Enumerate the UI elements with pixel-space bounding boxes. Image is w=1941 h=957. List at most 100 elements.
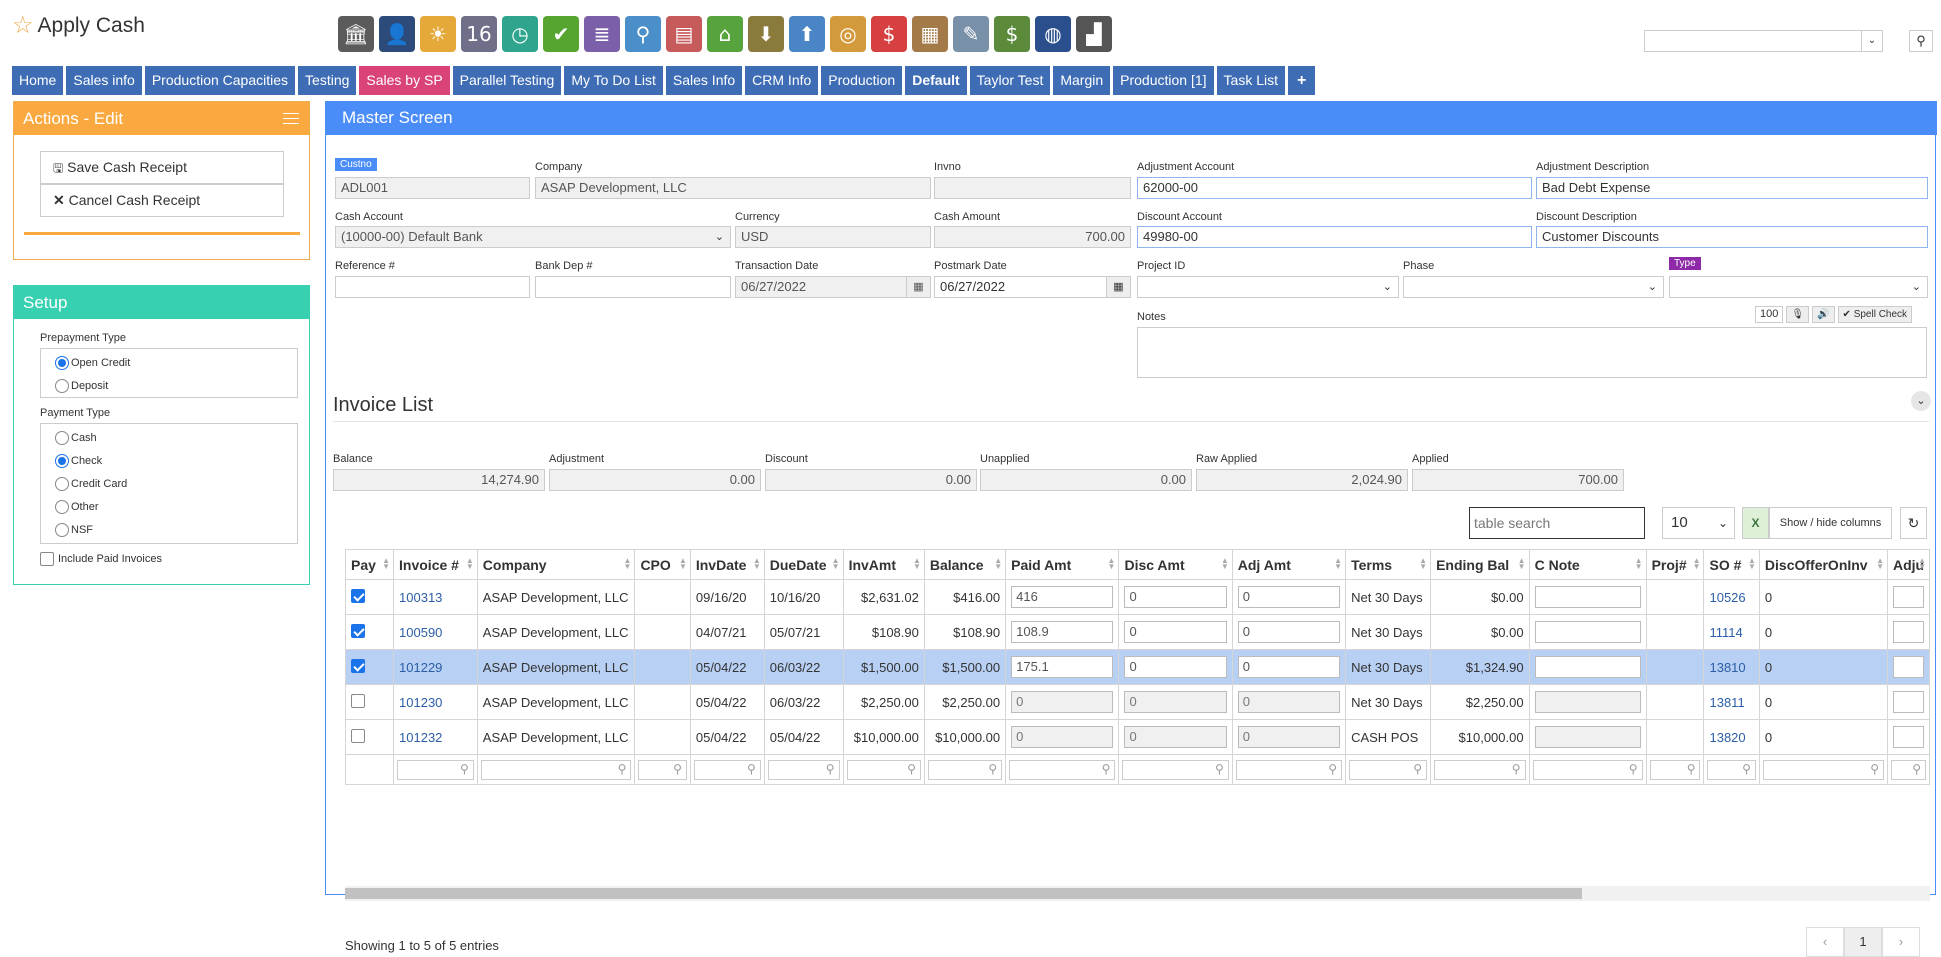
weather-icon[interactable]: ☀ (420, 16, 456, 52)
column-header-invoice[interactable]: Invoice # ▲ ▼ (393, 549, 478, 580)
payment-type-radio[interactable] (55, 476, 69, 491)
invoice-link[interactable]: 101232 (399, 729, 443, 745)
discount-description-field[interactable]: Customer Discounts (1536, 226, 1928, 248)
column-filter-input[interactable] (693, 759, 761, 780)
column-filter-input[interactable] (1434, 759, 1526, 780)
adjustment-input[interactable] (1893, 586, 1924, 608)
so-link[interactable]: 11114 (1709, 624, 1743, 640)
user-icon[interactable]: 👤 (379, 16, 415, 52)
c-note-input[interactable] (1534, 691, 1641, 713)
adjustment-description-field[interactable]: Bad Debt Expense (1536, 177, 1928, 199)
column-header-adj-amt[interactable]: Adj Amt ▲ ▼ (1231, 549, 1347, 580)
column-filter-input[interactable] (480, 759, 632, 780)
scrollbar-thumb[interactable] (345, 888, 1582, 899)
global-search-input[interactable] (1644, 30, 1862, 52)
bank-dep-field[interactable] (535, 276, 731, 298)
menu-icon[interactable] (283, 113, 299, 124)
column-header-proj[interactable]: Proj# ▲ ▼ (1645, 549, 1705, 580)
paid-amt-input[interactable]: 175.1 (1011, 656, 1114, 678)
tab-home[interactable]: Home (12, 66, 64, 95)
column-filter-input[interactable] (1649, 759, 1701, 780)
list-icon[interactable]: ≣ (584, 16, 620, 52)
page-button[interactable]: 1 (1844, 927, 1882, 957)
adjustment-input[interactable] (1893, 691, 1924, 713)
tab-production-1[interactable]: Production [1] (1113, 66, 1214, 95)
so-link[interactable]: 10526 (1709, 589, 1746, 605)
column-header-invdate[interactable]: InvDate ▲ ▼ (689, 549, 765, 580)
project-id-select[interactable]: ⌄ (1137, 276, 1399, 298)
custno-field[interactable]: ADL001 (335, 177, 530, 199)
phase-select[interactable]: ⌄ (1403, 276, 1664, 298)
invno-field[interactable] (934, 177, 1131, 199)
star-icon[interactable]: ☆ (12, 12, 34, 39)
microphone-icon[interactable]: 🎙 (1786, 306, 1810, 323)
paid-amt-input[interactable]: 0 (1011, 691, 1114, 713)
column-header-balance[interactable]: Balance ▲ ▼ (923, 549, 1007, 580)
excel-export-icon[interactable]: X (1742, 507, 1769, 539)
column-filter-input[interactable] (1762, 759, 1884, 780)
calendar-icon[interactable]: ▦ (906, 277, 930, 297)
cash-account-select[interactable]: (10000-00) Default Bank ⌄ (335, 226, 731, 248)
column-header-adju[interactable]: Adju ▲ ▼ (1887, 549, 1930, 580)
column-filter-input[interactable] (1707, 759, 1756, 780)
reference-field[interactable] (335, 276, 530, 298)
invoice-link[interactable]: 101229 (399, 659, 443, 675)
next-page-button[interactable]: › (1882, 927, 1920, 957)
tab-crm-info[interactable]: CRM Info (745, 66, 819, 95)
adjustment-account-field[interactable]: 62000-00 (1137, 177, 1532, 199)
disc-amt-input[interactable]: 0 (1124, 726, 1227, 748)
paid-amt-input[interactable]: 108.9 (1011, 621, 1114, 643)
disc-amt-input[interactable]: 0 (1124, 691, 1227, 713)
disc-amt-input[interactable]: 0 (1124, 621, 1227, 643)
notes-textarea[interactable] (1137, 327, 1927, 378)
table-row[interactable]: 101232 ASAP Development, LLC 05/04/22 05/04… (344, 719, 1930, 755)
payment-type-radio[interactable] (55, 453, 69, 468)
adjustment-input[interactable] (1893, 621, 1924, 643)
adj-amt-input[interactable]: 0 (1237, 691, 1341, 713)
pay-checkbox[interactable] (351, 658, 365, 673)
column-header-terms[interactable]: Terms ▲ ▼ (1345, 549, 1432, 580)
bank-icon[interactable]: 🏛 (338, 16, 374, 52)
clock-icon[interactable]: ◷ (502, 16, 538, 52)
adj-amt-input[interactable]: 0 (1237, 726, 1341, 748)
column-header-invamt[interactable]: InvAmt ▲ ▼ (842, 549, 925, 580)
column-filter-input[interactable] (1122, 759, 1229, 780)
factory-icon[interactable]: ▟ (1076, 16, 1112, 52)
invoice-link[interactable]: 101230 (399, 694, 443, 710)
spell-check-button[interactable]: ✔ Spell Check (1837, 306, 1913, 323)
column-header-paid-amt[interactable]: Paid Amt ▲ ▼ (1005, 549, 1120, 580)
horizontal-scrollbar[interactable] (345, 886, 1930, 901)
column-filter-input[interactable] (1349, 759, 1428, 780)
column-filter-input[interactable] (1009, 759, 1116, 780)
so-link[interactable]: 13820 (1709, 729, 1746, 745)
pencil-note-icon[interactable]: ✎ (953, 16, 989, 52)
adjustment-input[interactable] (1893, 656, 1924, 678)
c-note-input[interactable] (1534, 726, 1641, 748)
column-header-c-note[interactable]: C Note ▲ ▼ (1528, 549, 1647, 580)
tab-sales-info[interactable]: Sales Info (665, 66, 743, 95)
search-icon[interactable]: ⚲ (1909, 30, 1933, 52)
table-row[interactable]: 100590 ASAP Development, LLC 04/07/21 05/07… (344, 614, 1930, 650)
discount-account-field[interactable]: 49980-00 (1137, 226, 1532, 248)
calendar-icon[interactable]: ▦ (1106, 277, 1130, 297)
payment-type-radio[interactable] (55, 430, 69, 445)
table-row[interactable]: 101230 ASAP Development, LLC 05/04/22 06/03… (344, 684, 1930, 720)
tab-sales-by-sp[interactable]: Sales by SP (359, 66, 450, 95)
tab-testing[interactable]: Testing (298, 66, 357, 95)
bus-icon[interactable]: ▤ (666, 16, 702, 52)
payment-type-option[interactable]: Cash (41, 426, 297, 449)
column-header-cpo[interactable]: CPO ▲ ▼ (634, 549, 691, 580)
c-note-input[interactable] (1534, 656, 1641, 678)
payment-type-option[interactable]: NSF (41, 518, 297, 541)
basket-icon[interactable]: ⌂ (707, 16, 743, 52)
column-filter-input[interactable] (1235, 759, 1343, 780)
cancel-cash-receipt-button[interactable]: ✕ Cancel Cash Receipt (40, 184, 284, 217)
pay-checkbox[interactable] (351, 588, 365, 603)
tab-margin[interactable]: Margin (1053, 66, 1111, 95)
column-filter-input[interactable] (927, 759, 1003, 780)
column-header-duedate[interactable]: DueDate ▲ ▼ (763, 549, 844, 580)
c-note-input[interactable] (1534, 621, 1641, 643)
money-icon[interactable]: $ (994, 16, 1030, 52)
type-select[interactable]: ⌄ (1669, 276, 1928, 298)
paid-amt-input[interactable]: 0 (1011, 726, 1114, 748)
